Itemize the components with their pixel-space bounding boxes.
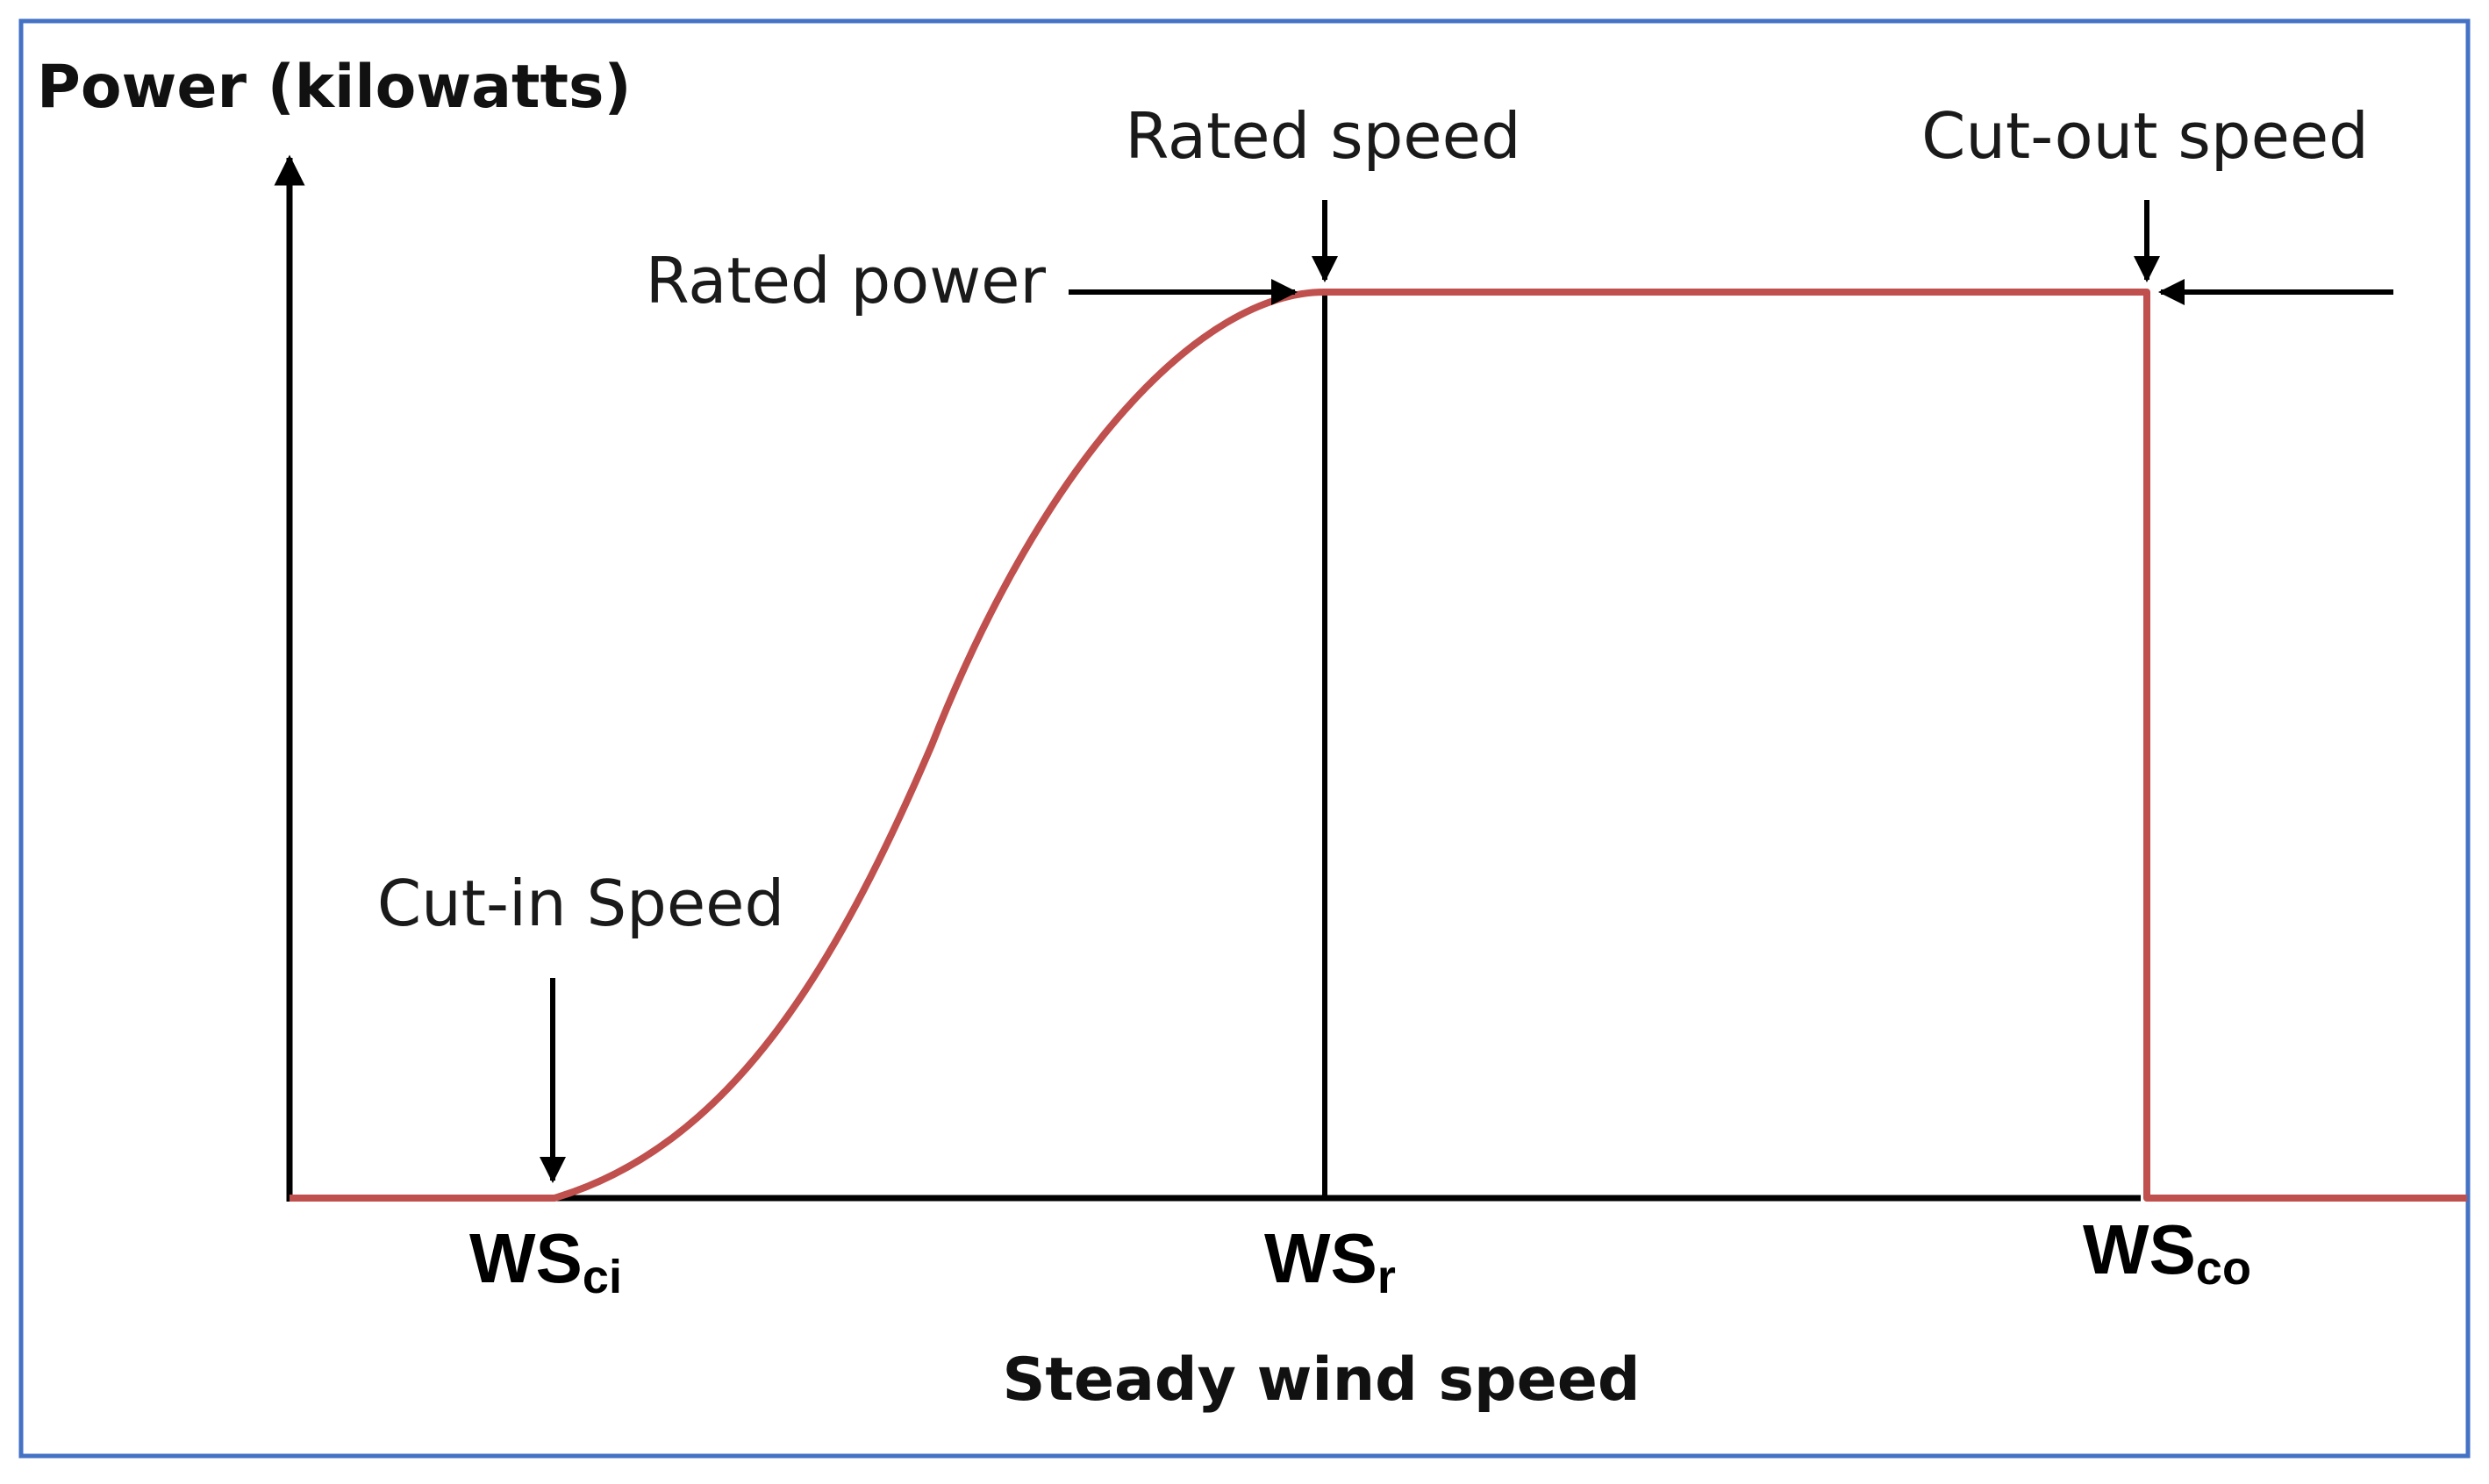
cut-out-speed-label: Cut-out speed (1921, 99, 2369, 173)
x-tick-main: WS (469, 1219, 583, 1297)
x-tick-sub: ci (583, 1251, 622, 1303)
figure-frame (18, 18, 2471, 1459)
power-curve-line (290, 289, 2467, 1202)
x-tick-label-ws-r: WSr (1264, 1219, 1396, 1303)
y-axis-label: Power (kilowatts) (37, 53, 632, 122)
rated-speed-label: Rated speed (1125, 99, 1520, 173)
x-tick-main: WS (2083, 1210, 2196, 1288)
x-tick-sub: r (1377, 1251, 1396, 1303)
x-axis-label: Steady wind speed (1002, 1345, 1640, 1415)
x-tick-label-ws-ci: WSci (469, 1219, 622, 1303)
rated-power-label: Rated power (646, 244, 1047, 317)
x-tick-main: WS (1264, 1219, 1377, 1297)
x-tick-label-ws-co: WSco (2083, 1210, 2251, 1295)
cut-in-speed-label: Cut-in Speed (377, 867, 784, 940)
x-tick-sub: co (2196, 1242, 2251, 1295)
